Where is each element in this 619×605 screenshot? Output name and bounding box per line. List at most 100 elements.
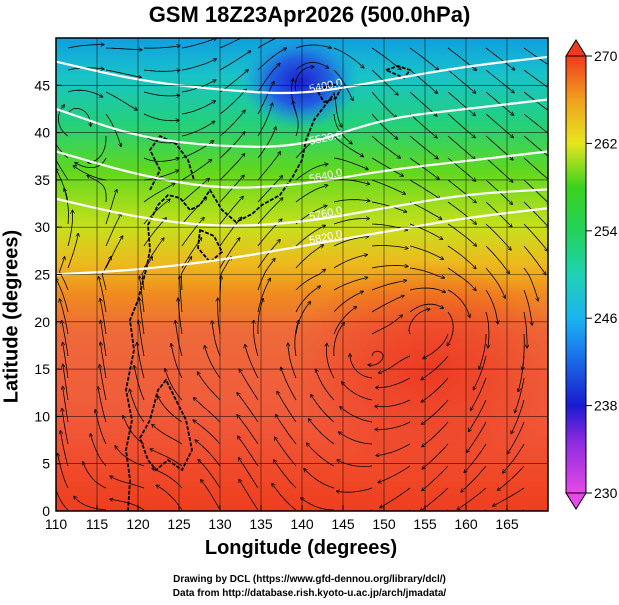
streamline-arrow [67,45,104,49]
streamline-arrow [219,238,240,269]
x-tick-label: 155 [413,516,437,532]
streamline-arrow [447,201,476,224]
y-tick-label: 25 [34,267,50,283]
streamline-arrow [350,354,373,379]
streamline-arrow [181,121,215,137]
streamline-arrow [277,391,297,423]
streamline-arrow [409,69,437,93]
colorbar-max-arrow [565,39,587,57]
colorbar-tick-label: 246 [594,310,618,326]
x-tick-label: 140 [290,516,314,532]
streamline-arrow [257,198,283,225]
streamline-arrow [523,69,548,88]
streamline-arrow [309,419,335,445]
streamline-arrow [101,320,107,357]
colorbar: 230 238 246 254 262 270 [565,39,618,510]
streamline-arrow [165,369,183,401]
streamline-arrow [295,225,325,247]
streamline-arrow [422,399,449,424]
streamline-arrow [523,311,527,348]
streamline-arrow [333,157,368,169]
streamline-arrow [503,443,525,473]
streamline-arrow [511,399,525,434]
streamline-arrow [295,164,328,181]
streamline-arrow [60,299,69,335]
streamline-arrow [294,67,314,93]
contour-line [56,207,548,276]
y-tick-label: 15 [34,361,50,377]
streamline-arrow [523,135,548,159]
x-tick-label: 130 [208,516,232,532]
streamline-arrow [423,333,449,359]
streamline-arrow [447,91,475,116]
x-tick-label: 125 [167,516,191,532]
streamline-arrow [181,38,217,49]
streamline-arrow [74,496,107,511]
streamline-arrow [409,303,443,313]
y-tick-label: 40 [34,125,50,141]
streamline-arrow [257,38,278,49]
streamline-arrow [422,443,449,469]
streamline-arrow [485,157,513,182]
streamline-arrow [90,434,107,467]
streamline-arrow [485,47,515,70]
credit-data-source: Data from http://database.rish.kyoto-u.a… [172,588,447,599]
streamline-arrow [100,299,107,335]
streamline-arrow [409,245,443,259]
streamline-arrow [523,289,532,325]
streamline-arrow [461,465,487,492]
streamline-arrow [181,218,204,247]
streamline-arrow [275,437,297,467]
streamline-arrow [375,421,411,430]
y-tick-label: 10 [34,408,50,424]
streamline-arrow [219,51,251,71]
streamline-arrow [485,289,498,324]
streamline-arrow [485,91,514,115]
streamline-arrow [58,454,69,489]
streamline-arrow [257,240,280,269]
streamline-arrow [333,291,363,313]
coastlines [125,65,412,511]
lat-lon-grid [56,38,548,511]
streamline-arrow [337,460,373,467]
colorbar-tick-label: 238 [594,398,618,414]
streamline-arrow [409,113,437,138]
streamline-arrow [239,458,259,489]
streamline-arrow [304,469,335,489]
streamline-arrow [56,278,69,313]
streamline-arrow [371,135,400,158]
streamline-arrow [333,219,369,225]
streamline-arrow [447,245,476,269]
streamline-arrow [274,460,297,489]
streamline-arrow [56,488,69,511]
streamline-arrow [110,499,145,511]
streamline-arrow [333,237,369,247]
streamline-arrow [100,342,107,379]
streamline-arrow [143,199,170,225]
streamline-arrow [143,70,180,71]
streamline-arrow [447,179,476,203]
streamline-arrow [409,179,440,199]
streamline-arrow [218,298,221,335]
streamline-arrow [464,443,487,473]
streamline-arrow [333,277,368,291]
streamline-arrow [479,333,487,369]
streamline-arrow [212,321,221,357]
x-tick-label: 160 [454,516,478,532]
streamline-arrow [515,377,525,413]
y-axis-label: Latitude (degrees) [0,229,23,404]
streamline-arrow [469,399,487,431]
streamline-arrow [143,135,179,143]
streamline-arrow [485,245,509,273]
streamline-arrow [337,487,373,492]
streamline-arrow [408,309,430,335]
streamline-arrow [219,89,246,115]
streamline-arrow [498,465,525,490]
credit-drawing: Drawing by DCL (https://www.gfd-dennou.o… [173,574,446,585]
streamline-arrow [141,257,152,291]
streamline-arrow [316,369,335,401]
streamline-arrow [194,398,221,423]
streamline-arrow [301,498,335,511]
streamline-arrow [139,298,145,335]
y-tick-label: 30 [34,219,50,235]
